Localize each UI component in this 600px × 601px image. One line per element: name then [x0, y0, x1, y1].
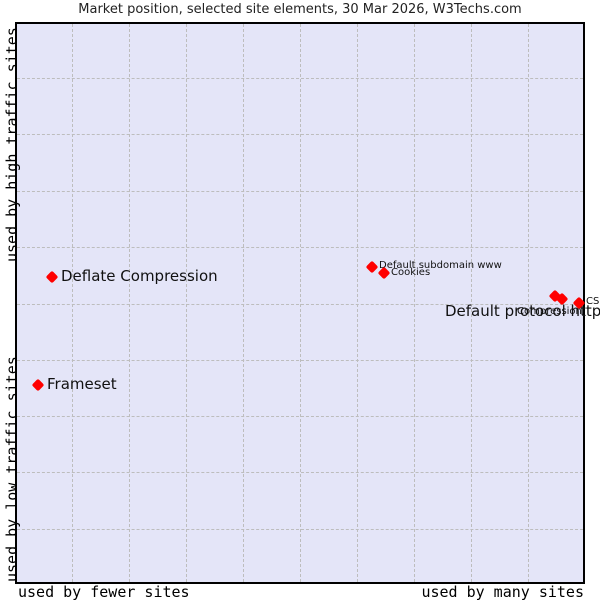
point-label-frameset: Frameset: [47, 375, 117, 393]
x-axis-label-high: used by many sites: [421, 583, 584, 601]
grid-line-v: [243, 24, 244, 582]
x-axis-label-low: used by fewer sites: [18, 583, 190, 601]
point-label-default-protocol-https: Default protocol https: [445, 302, 600, 320]
point-label-cookies: Cookies: [391, 267, 431, 278]
grid-line-v: [528, 24, 529, 582]
data-point-default-subdomain-www[interactable]: [365, 260, 379, 274]
point-label-deflate-compression: Deflate Compression: [61, 267, 218, 285]
data-point-frameset[interactable]: [31, 378, 45, 392]
grid-line-h: [17, 529, 583, 530]
grid-line-h: [17, 191, 583, 192]
data-point-deflate-compression[interactable]: [45, 270, 59, 284]
grid-line-v: [471, 24, 472, 582]
grid-line-v: [186, 24, 187, 582]
point-label-css: CSS: [586, 296, 600, 307]
point-label-compression: Compression: [517, 306, 582, 317]
grid-line-v: [414, 24, 415, 582]
grid-line-h: [17, 134, 583, 135]
grid-line-v: [72, 24, 73, 582]
grid-line-v: [129, 24, 130, 582]
grid-line-v: [357, 24, 358, 582]
chart-title: Market position, selected site elements,…: [78, 2, 522, 17]
grid-line-h: [17, 416, 583, 417]
grid-line-h: [17, 78, 583, 79]
grid-line-h: [17, 304, 583, 305]
grid-line-h: [17, 247, 583, 248]
point-label-default-subdomain-www: Default subdomain www: [379, 260, 502, 271]
grid-line-h: [17, 360, 583, 361]
grid-line-h: [17, 472, 583, 473]
grid-line-v: [300, 24, 301, 582]
